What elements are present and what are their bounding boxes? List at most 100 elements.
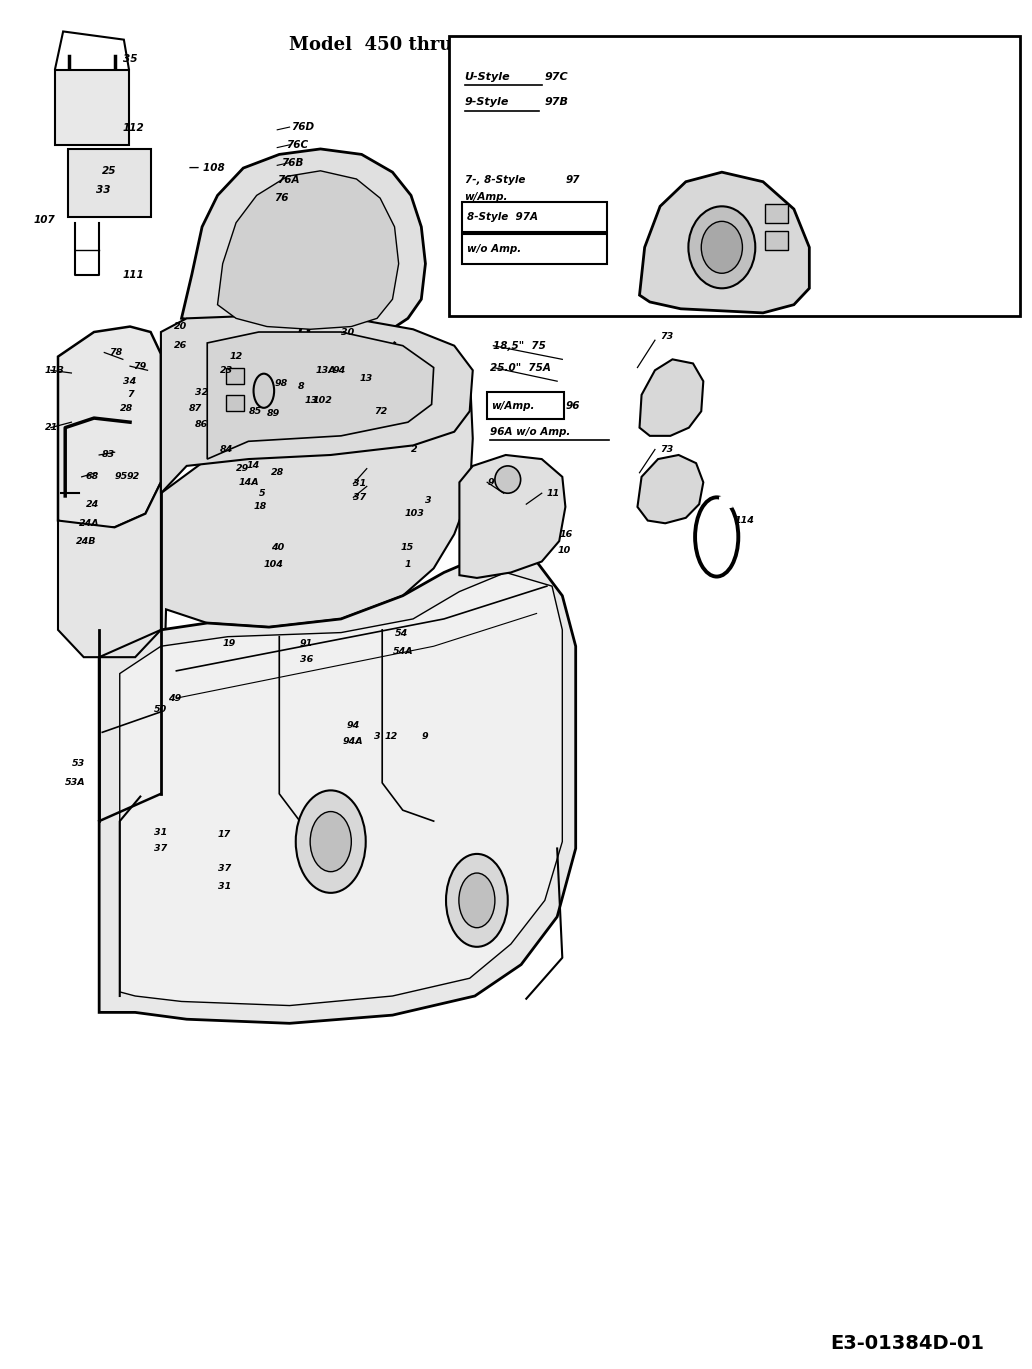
Text: 97C: 97C xyxy=(545,71,569,82)
Ellipse shape xyxy=(311,812,351,872)
Text: 7: 7 xyxy=(127,390,133,400)
Ellipse shape xyxy=(702,222,742,274)
Text: 28: 28 xyxy=(271,468,284,478)
Text: 13: 13 xyxy=(359,374,373,383)
Text: 9-Style: 9-Style xyxy=(464,97,509,108)
Text: 5: 5 xyxy=(259,489,265,498)
Polygon shape xyxy=(120,572,562,1006)
Text: 12: 12 xyxy=(384,732,397,741)
Text: 3: 3 xyxy=(425,496,432,505)
Text: 111: 111 xyxy=(123,270,144,279)
Text: 92: 92 xyxy=(127,472,140,482)
Text: 50: 50 xyxy=(154,705,167,713)
Text: 31: 31 xyxy=(154,827,167,836)
Text: 24B: 24B xyxy=(75,537,96,546)
Text: 31: 31 xyxy=(218,882,231,891)
Ellipse shape xyxy=(459,873,495,928)
Polygon shape xyxy=(182,149,425,344)
Text: 13: 13 xyxy=(305,396,318,405)
Text: 17: 17 xyxy=(218,830,231,839)
Text: 83: 83 xyxy=(102,450,116,460)
Text: 85: 85 xyxy=(249,407,262,416)
Text: 97B: 97B xyxy=(545,97,569,108)
Text: — 108: — 108 xyxy=(189,163,224,172)
Polygon shape xyxy=(161,316,473,493)
Text: 30: 30 xyxy=(341,327,354,337)
Text: w/Amp.: w/Amp. xyxy=(491,401,535,411)
Text: 73: 73 xyxy=(660,445,673,455)
Text: 89: 89 xyxy=(267,409,280,419)
Text: 78: 78 xyxy=(109,348,123,357)
Bar xyxy=(487,392,565,419)
Text: 103: 103 xyxy=(405,509,425,519)
Polygon shape xyxy=(207,333,433,459)
Text: 10: 10 xyxy=(557,546,571,554)
Text: 97: 97 xyxy=(566,175,580,185)
Bar xyxy=(765,231,787,251)
Ellipse shape xyxy=(446,854,508,947)
Text: w/Amp.: w/Amp. xyxy=(464,192,508,201)
Text: 23: 23 xyxy=(220,366,233,375)
Text: 84: 84 xyxy=(220,445,233,455)
Text: 54A: 54A xyxy=(392,648,413,656)
Text: 53A: 53A xyxy=(65,779,86,787)
Bar xyxy=(765,204,787,223)
Bar xyxy=(68,149,151,218)
Text: 31: 31 xyxy=(353,479,366,489)
Polygon shape xyxy=(58,327,161,527)
Text: 54: 54 xyxy=(394,630,408,638)
Text: 86: 86 xyxy=(195,420,208,430)
Text: E3-01384D-01: E3-01384D-01 xyxy=(830,1333,985,1353)
Text: 94A: 94A xyxy=(343,738,363,746)
Text: 25.0"  75A: 25.0" 75A xyxy=(490,363,551,372)
Bar xyxy=(226,394,245,411)
Text: 112: 112 xyxy=(123,123,144,133)
Text: 76D: 76D xyxy=(292,122,315,131)
Text: 37: 37 xyxy=(353,493,366,502)
Text: 18: 18 xyxy=(254,502,267,512)
Text: 11: 11 xyxy=(547,489,560,498)
Text: 26: 26 xyxy=(174,341,188,350)
Text: 32: 32 xyxy=(195,387,208,397)
Text: 18,5"  75: 18,5" 75 xyxy=(493,341,546,350)
Polygon shape xyxy=(218,171,398,330)
Text: 94: 94 xyxy=(346,721,359,730)
Text: 1: 1 xyxy=(405,560,412,568)
Text: 96A w/o Amp.: 96A w/o Amp. xyxy=(490,427,571,437)
Text: 76B: 76B xyxy=(282,157,303,167)
Text: 3: 3 xyxy=(374,732,381,741)
Text: 40: 40 xyxy=(271,543,284,552)
Text: 104: 104 xyxy=(264,560,284,568)
Text: 13A: 13A xyxy=(316,366,336,375)
Text: 102: 102 xyxy=(313,396,332,405)
Bar xyxy=(226,367,245,383)
Text: 49: 49 xyxy=(168,694,182,702)
Text: 113: 113 xyxy=(44,366,64,375)
Text: 68: 68 xyxy=(86,472,99,482)
Text: 96: 96 xyxy=(566,401,580,411)
Text: 28: 28 xyxy=(120,404,133,413)
Text: 25: 25 xyxy=(102,166,117,175)
Text: 37: 37 xyxy=(218,864,231,873)
Text: 24: 24 xyxy=(86,500,99,509)
Text: 35: 35 xyxy=(123,53,137,64)
Text: 76C: 76C xyxy=(287,140,309,149)
Ellipse shape xyxy=(254,374,275,408)
Text: 20: 20 xyxy=(174,322,188,331)
Bar xyxy=(462,234,607,264)
Text: 37: 37 xyxy=(154,843,167,853)
Text: 34: 34 xyxy=(123,376,136,386)
Bar xyxy=(462,203,607,233)
Bar xyxy=(55,70,129,145)
Text: 14A: 14A xyxy=(238,478,259,487)
Text: 7-, 8-Style: 7-, 8-Style xyxy=(464,175,525,185)
Text: 2: 2 xyxy=(411,445,418,455)
Text: 87: 87 xyxy=(189,404,202,413)
Text: 12: 12 xyxy=(230,352,244,361)
Polygon shape xyxy=(638,455,704,523)
Text: 53: 53 xyxy=(71,760,85,768)
Ellipse shape xyxy=(296,790,365,893)
Text: 36: 36 xyxy=(300,656,313,664)
Text: 73: 73 xyxy=(660,331,673,341)
Text: 95: 95 xyxy=(115,472,128,482)
